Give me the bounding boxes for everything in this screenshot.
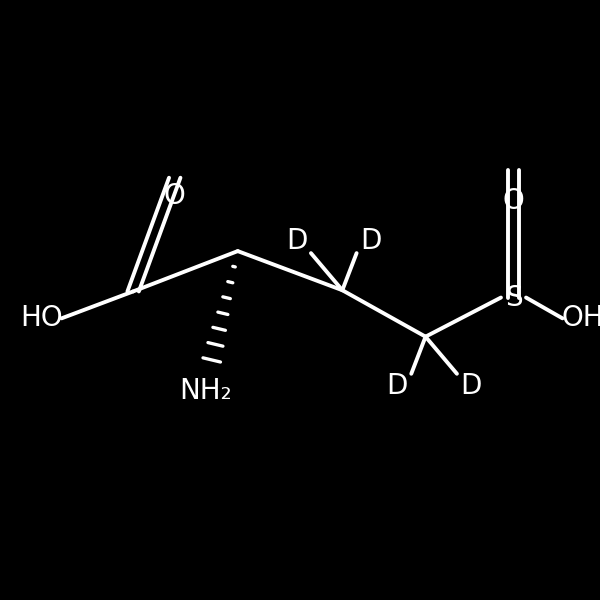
Text: NH₂: NH₂ xyxy=(179,377,232,405)
Text: O: O xyxy=(503,187,524,215)
Text: D: D xyxy=(461,373,482,400)
Text: HO: HO xyxy=(20,304,63,332)
Text: OH: OH xyxy=(561,304,600,332)
Text: O: O xyxy=(164,182,185,210)
Text: D: D xyxy=(286,227,307,254)
Text: D: D xyxy=(386,373,408,400)
Text: D: D xyxy=(360,227,382,254)
Text: S: S xyxy=(505,284,523,311)
